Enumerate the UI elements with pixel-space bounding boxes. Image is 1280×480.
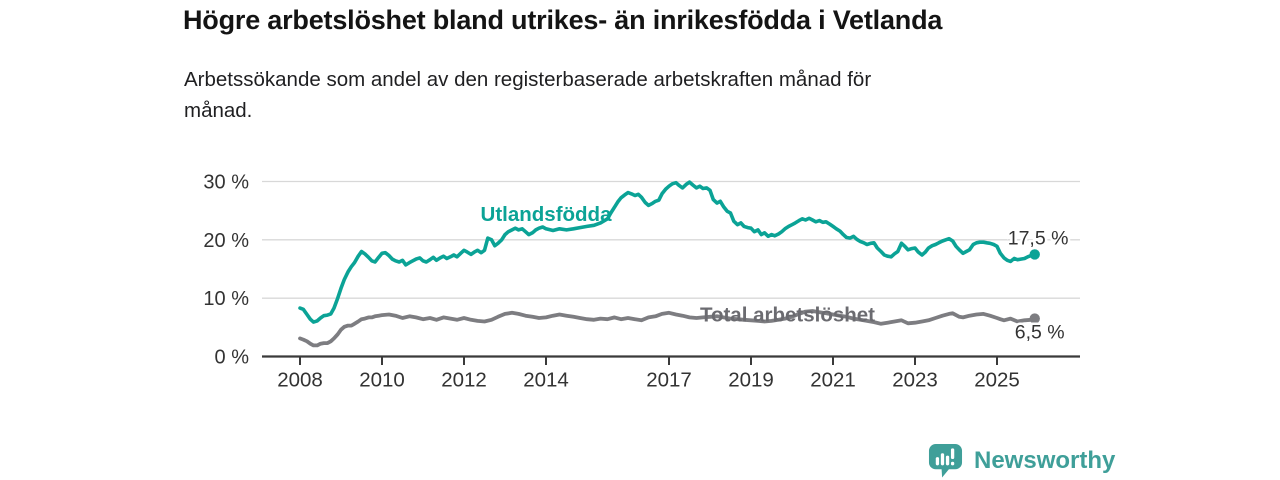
bar-chart-bubble-icon: [928, 443, 963, 478]
x-tick-label: 2021: [810, 369, 856, 392]
y-tick-label: 10 %: [203, 288, 249, 310]
series-line-utlandsfodda: [298, 180, 1037, 324]
x-tick-label: 2025: [974, 369, 1020, 392]
series-line-total: [298, 309, 1037, 348]
x-tick-label: 2012: [441, 369, 487, 392]
x-tick-label: 2019: [728, 369, 774, 392]
newsworthy-logo[interactable]: Newsworthy: [928, 443, 1115, 478]
x-tick-label: 2010: [359, 369, 405, 392]
series-label: Utlandsfödda: [481, 203, 613, 226]
y-tick-label: 20 %: [203, 230, 249, 252]
end-value-label: 6,5 %: [1015, 322, 1065, 344]
newsworthy-logo-text: Newsworthy: [974, 446, 1116, 474]
newsworthy-logo-icon: [928, 443, 963, 478]
end-value-label: 17,5 %: [1008, 227, 1069, 249]
unemployment-line-chart: 0 % 10 % 20 % 30 % 2008 2010 2012 2014 2017 2019 2…: [203, 172, 1080, 392]
x-tick-label: 2008: [277, 369, 323, 392]
x-tick-label: 2014: [523, 369, 569, 392]
chart-title: Högre arbetslöshet bland utrikes- än inr…: [183, 5, 943, 35]
x-tick-label: 2023: [892, 369, 938, 392]
y-tick-label: 0 %: [215, 347, 250, 369]
series-label: Total arbetslöshet: [700, 304, 875, 327]
x-tick-label: 2017: [646, 369, 692, 392]
y-tick-label: 30 %: [203, 172, 249, 194]
series-end-dot: [1029, 249, 1040, 260]
chart-subtitle: Arbetssökande som andel av den registerb…: [184, 68, 872, 122]
series-end-dot: [1029, 313, 1040, 324]
